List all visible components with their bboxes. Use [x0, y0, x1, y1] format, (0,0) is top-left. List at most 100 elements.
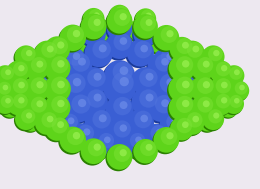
Circle shape	[106, 140, 131, 165]
Circle shape	[20, 50, 42, 71]
Circle shape	[180, 111, 204, 135]
Circle shape	[44, 75, 71, 102]
Circle shape	[210, 60, 232, 83]
Circle shape	[8, 89, 13, 94]
Circle shape	[57, 100, 64, 107]
Circle shape	[161, 99, 169, 107]
Circle shape	[49, 42, 74, 67]
Circle shape	[211, 81, 225, 95]
Circle shape	[56, 74, 86, 104]
Circle shape	[57, 121, 64, 128]
Circle shape	[77, 125, 94, 141]
Circle shape	[114, 14, 130, 29]
Circle shape	[51, 77, 69, 94]
Circle shape	[92, 132, 116, 156]
Circle shape	[152, 72, 181, 102]
Circle shape	[84, 109, 113, 137]
Circle shape	[177, 38, 192, 54]
Circle shape	[132, 23, 157, 48]
Circle shape	[42, 79, 49, 86]
Circle shape	[94, 27, 100, 33]
Circle shape	[34, 112, 57, 136]
Circle shape	[36, 95, 52, 111]
Circle shape	[58, 26, 85, 53]
Circle shape	[99, 114, 107, 122]
Circle shape	[149, 124, 173, 148]
Circle shape	[182, 94, 189, 101]
Circle shape	[11, 66, 34, 88]
Circle shape	[135, 8, 156, 29]
Circle shape	[87, 89, 106, 108]
Circle shape	[140, 140, 156, 156]
Circle shape	[203, 112, 217, 125]
Circle shape	[42, 98, 48, 105]
Circle shape	[0, 85, 18, 104]
Circle shape	[94, 12, 100, 19]
Circle shape	[78, 69, 106, 97]
Circle shape	[62, 95, 91, 124]
Circle shape	[26, 50, 32, 56]
Circle shape	[131, 88, 160, 116]
Circle shape	[21, 109, 35, 123]
Circle shape	[54, 114, 79, 139]
Circle shape	[170, 117, 194, 140]
Circle shape	[23, 97, 48, 122]
Circle shape	[41, 113, 63, 136]
Circle shape	[182, 42, 189, 49]
Circle shape	[208, 78, 232, 102]
Circle shape	[192, 95, 208, 111]
Circle shape	[18, 96, 33, 110]
Circle shape	[197, 77, 214, 94]
Circle shape	[224, 94, 244, 114]
Circle shape	[57, 99, 73, 115]
Circle shape	[229, 66, 243, 80]
Circle shape	[0, 70, 20, 91]
Circle shape	[192, 61, 208, 77]
Circle shape	[187, 50, 194, 56]
Circle shape	[123, 132, 147, 156]
Circle shape	[127, 39, 154, 67]
Circle shape	[179, 112, 203, 136]
Circle shape	[182, 100, 189, 107]
Circle shape	[192, 46, 199, 52]
Circle shape	[39, 46, 63, 70]
Circle shape	[144, 124, 168, 148]
Circle shape	[52, 118, 58, 124]
Circle shape	[177, 102, 184, 109]
Circle shape	[148, 125, 172, 150]
Circle shape	[120, 66, 128, 75]
Circle shape	[120, 77, 129, 86]
Circle shape	[6, 70, 19, 84]
Circle shape	[0, 86, 17, 105]
Circle shape	[120, 101, 128, 109]
Circle shape	[62, 54, 91, 82]
Circle shape	[106, 119, 133, 146]
Circle shape	[171, 114, 187, 129]
Circle shape	[176, 64, 193, 81]
Circle shape	[221, 65, 227, 71]
Circle shape	[167, 56, 194, 83]
Circle shape	[146, 95, 174, 124]
Circle shape	[209, 77, 233, 101]
Circle shape	[107, 12, 132, 37]
Circle shape	[120, 124, 127, 132]
Circle shape	[57, 79, 73, 96]
Circle shape	[28, 80, 53, 105]
Circle shape	[1, 66, 14, 80]
Circle shape	[146, 94, 154, 101]
Circle shape	[94, 19, 101, 26]
Circle shape	[12, 64, 35, 87]
Circle shape	[42, 103, 48, 109]
Circle shape	[140, 140, 147, 147]
Circle shape	[44, 62, 71, 89]
Circle shape	[185, 94, 210, 118]
Circle shape	[234, 69, 240, 75]
Circle shape	[58, 72, 88, 102]
Circle shape	[62, 64, 70, 71]
Circle shape	[47, 46, 62, 61]
Circle shape	[120, 144, 126, 151]
Circle shape	[83, 110, 112, 139]
Circle shape	[201, 47, 223, 69]
Circle shape	[15, 108, 37, 130]
Circle shape	[141, 9, 155, 23]
